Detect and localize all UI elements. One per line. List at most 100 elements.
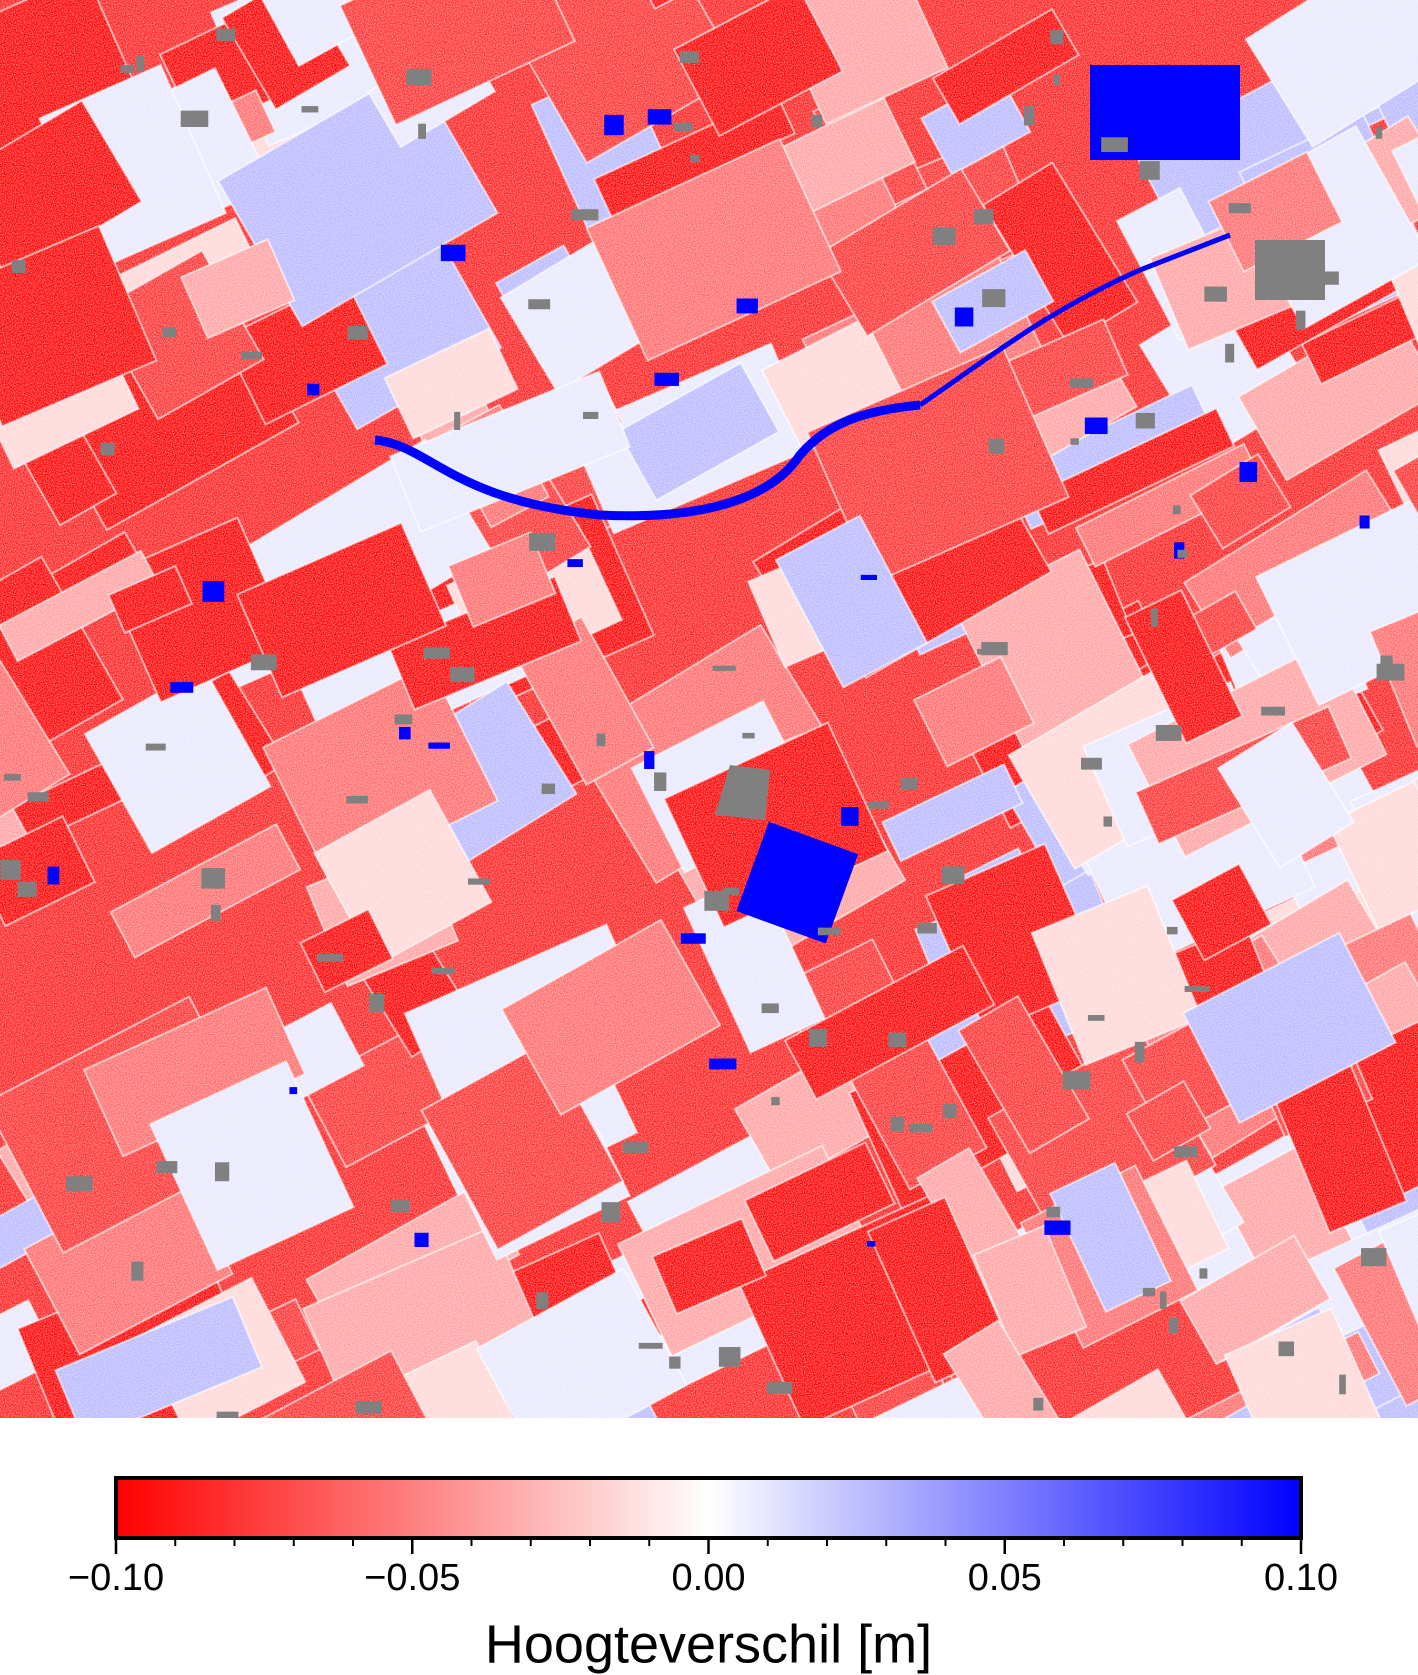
masked-area	[669, 1356, 681, 1369]
masked-area	[1184, 986, 1210, 993]
masked-area	[1361, 1248, 1387, 1267]
masked-area	[1173, 1146, 1198, 1158]
tick-label: 0.05	[968, 1557, 1042, 1599]
masked-area	[1142, 1287, 1156, 1297]
masked-area	[1053, 74, 1061, 86]
masked-area	[917, 922, 937, 934]
speckle	[0, 0, 1418, 1418]
masked-area	[583, 411, 599, 419]
masked-area	[145, 743, 166, 751]
masked-area	[1359, 515, 1370, 529]
masked-area	[1084, 417, 1108, 435]
masked-area	[156, 1161, 178, 1174]
masked-area	[241, 351, 263, 360]
masked-area	[973, 209, 994, 225]
masked-area	[3, 773, 21, 781]
masked-area	[11, 259, 26, 274]
masked-area	[390, 1200, 410, 1213]
masked-area	[941, 866, 965, 885]
masked-area	[604, 114, 624, 136]
masked-area	[890, 1116, 905, 1132]
masked-area	[289, 1087, 298, 1095]
masked-area	[66, 1176, 93, 1192]
masked-area	[1135, 412, 1155, 429]
masked-area	[942, 1103, 957, 1118]
masked-area	[1261, 706, 1286, 716]
masked-area	[450, 667, 475, 682]
masked-area	[981, 642, 1008, 656]
masked-area	[394, 714, 413, 725]
masked-area	[1228, 203, 1251, 214]
masked-area	[1069, 378, 1094, 388]
masked-area	[954, 307, 974, 327]
masked-area	[316, 953, 344, 962]
masked-area	[1199, 1268, 1208, 1279]
masked-area	[423, 647, 450, 659]
masked-area	[1033, 1397, 1044, 1411]
masked-area	[0, 859, 21, 880]
masked-area	[841, 807, 859, 826]
masked-area	[1139, 161, 1160, 180]
masked-area	[414, 1232, 429, 1248]
masked-area	[27, 792, 49, 802]
masked-area	[1080, 757, 1102, 770]
masked-area	[1155, 724, 1182, 741]
masked-area	[399, 726, 411, 740]
masked-area	[170, 682, 194, 693]
masked-area	[418, 123, 427, 139]
canal	[918, 232, 1231, 408]
masked-area	[468, 878, 491, 885]
masked-area	[690, 154, 700, 163]
masked-area	[909, 1123, 933, 1133]
tick-label: −0.10	[68, 1557, 164, 1599]
tick-label: 0.10	[1264, 1557, 1338, 1599]
masked-area	[977, 648, 985, 655]
masked-area	[202, 581, 225, 602]
masked-area	[210, 904, 221, 921]
masked-area	[406, 69, 432, 86]
masked-area	[1087, 1015, 1105, 1021]
masked-area	[712, 665, 736, 671]
masked-area	[100, 442, 115, 456]
masked-area	[120, 65, 135, 74]
masked-area	[673, 122, 693, 132]
masked-area	[431, 967, 455, 975]
masked-area	[718, 1347, 741, 1367]
masked-area	[644, 751, 655, 769]
masked-area	[680, 933, 706, 944]
field	[736, 821, 859, 944]
masked-area	[715, 765, 770, 820]
masked-area	[736, 298, 758, 314]
masked-area	[1172, 505, 1181, 515]
masked-area	[201, 868, 226, 889]
masked-area	[888, 1032, 907, 1048]
masked-area	[704, 890, 730, 911]
masked-area	[771, 1097, 780, 1106]
masked-area	[654, 772, 667, 791]
masked-area	[567, 559, 583, 568]
masked-area	[622, 1141, 649, 1153]
masked-area	[808, 1028, 827, 1047]
masked-area	[709, 1058, 737, 1070]
masked-area	[571, 209, 599, 221]
masked-area	[1050, 29, 1064, 45]
masked-area	[742, 732, 755, 739]
masked-area	[346, 796, 368, 804]
masked-area	[369, 993, 385, 1013]
masked-area	[654, 372, 679, 386]
colorbar: −0.10 −0.05 0.00 0.05 0.10 Hoogteverschil [m]	[68, 1476, 1338, 1674]
masked-area	[347, 325, 368, 340]
masked-area	[723, 887, 740, 896]
masked-area	[1295, 310, 1306, 330]
masked-area	[216, 28, 236, 42]
masked-area	[1204, 286, 1227, 302]
masked-area	[860, 574, 877, 580]
canal	[374, 400, 921, 521]
masked-area	[529, 533, 556, 551]
masked-areas	[0, 28, 1405, 1418]
masked-area	[1314, 271, 1339, 285]
masked-area	[1380, 655, 1393, 675]
masked-area	[1278, 1341, 1295, 1357]
masked-area	[1062, 1070, 1091, 1090]
